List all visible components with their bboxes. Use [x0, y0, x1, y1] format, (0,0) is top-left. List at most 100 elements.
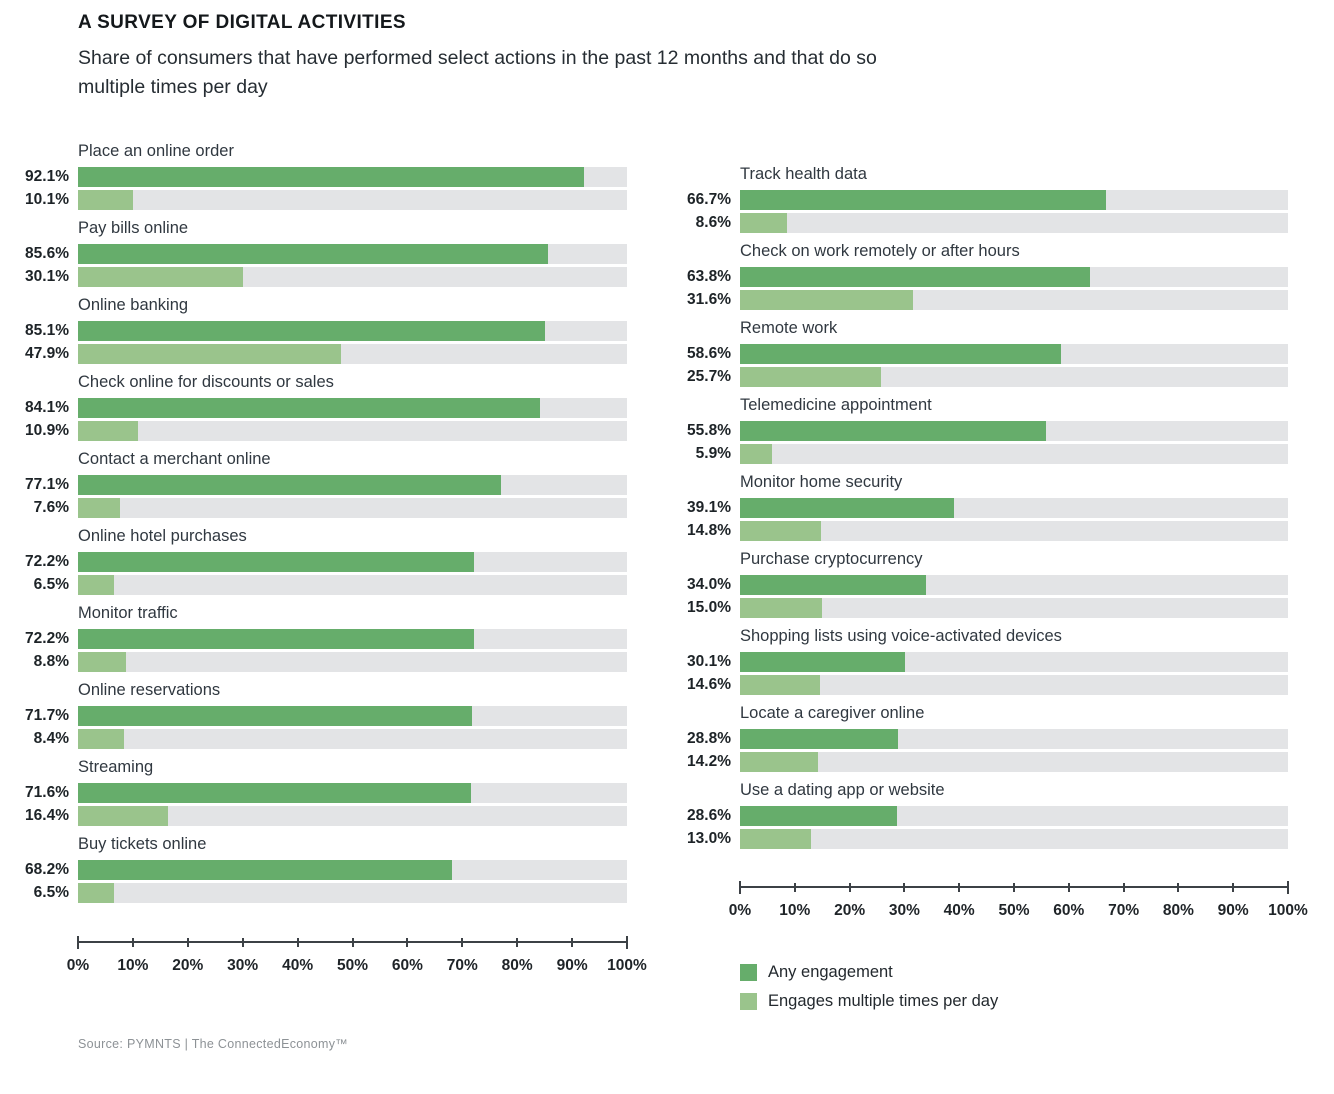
bar-fill-any-engagement — [740, 806, 897, 826]
bar-fill-multiple-times — [78, 883, 114, 903]
activity-item: Check online for discounts or sales 84.1%… — [10, 371, 627, 441]
axis-tick-label: 100% — [1268, 902, 1308, 919]
value-label: 6.5% — [33, 576, 69, 593]
bar-track — [78, 190, 627, 210]
bar-track — [740, 290, 1288, 310]
activity-item: Place an online order 92.1% 10.1% — [10, 140, 627, 210]
value-label: 58.6% — [687, 345, 731, 362]
axis-tick — [1287, 881, 1289, 894]
bar-fill-any-engagement — [78, 552, 475, 572]
bar-track — [78, 552, 627, 572]
right-x-axis: 0% 10% 20% 30% 40% 50% 60% 70% 80% 90% 100% — [729, 881, 1308, 928]
axis-tick — [131, 938, 134, 947]
bar-track — [740, 190, 1288, 210]
activity-item: Online hotel purchases 72.2% 6.5% — [10, 525, 627, 595]
axis-tick-label: 90% — [556, 957, 588, 974]
activity-label: Check online for discounts or sales — [78, 373, 334, 391]
bar-fill-any-engagement — [740, 421, 1046, 441]
bar-fill-any-engagement — [78, 167, 584, 187]
activity-label: Monitor traffic — [78, 604, 178, 622]
axis-tick-label: 70% — [1108, 902, 1140, 919]
any-engagement-bar-row: 77.1% — [10, 475, 627, 495]
any-engagement-bar-row: 72.2% — [10, 552, 627, 572]
any-engagement-swatch-icon — [740, 963, 757, 981]
value-label: 84.1% — [25, 399, 69, 416]
bar-track — [740, 652, 1288, 672]
axis-tick — [1013, 883, 1015, 892]
bar-fill-multiple-times — [78, 267, 244, 287]
activity-label: Use a dating app or website — [740, 781, 945, 799]
activity-label: Pay bills online — [78, 219, 189, 237]
chart-subtitle: Share of consumers that have performed s… — [78, 47, 877, 98]
multiple-times-bar-row: 8.6% — [676, 213, 1288, 233]
bar-track — [78, 167, 627, 187]
activity-label: Telemedicine appointment — [740, 396, 932, 414]
bar-fill-multiple-times — [78, 344, 341, 364]
bar-fill-any-engagement — [78, 706, 472, 726]
bar-fill-multiple-times — [740, 213, 788, 233]
bar-fill-any-engagement — [78, 244, 548, 264]
any-engagement-bar-row: 66.7% — [676, 190, 1288, 210]
chart-header: A SURVEY OF DIGITAL ACTIVITIES Share of … — [78, 12, 918, 102]
axis-tick-label: 20% — [834, 902, 866, 919]
value-label: 14.8% — [687, 522, 731, 539]
multiple-times-bar-row: 14.8% — [676, 521, 1288, 541]
bar-track — [740, 598, 1288, 618]
activity-item: Online reservations 71.7% 8.4% — [10, 679, 627, 749]
any-engagement-bar-row: 30.1% — [676, 652, 1288, 672]
bar-fill-any-engagement — [78, 860, 453, 880]
bar-track — [740, 675, 1288, 695]
value-label: 6.5% — [33, 884, 69, 901]
activity-item: Pay bills online 85.6% 30.1% — [10, 217, 627, 287]
bar-track — [740, 367, 1288, 387]
value-label: 47.9% — [25, 345, 69, 362]
activity-item: Streaming 71.6% 16.4% — [10, 756, 627, 826]
value-label: 25.7% — [687, 368, 731, 385]
bar-fill-multiple-times — [78, 421, 138, 441]
multiple-times-bar-row: 13.0% — [676, 829, 1288, 849]
bar-fill-multiple-times — [740, 675, 820, 695]
bar-track — [78, 729, 627, 749]
multiple-times-swatch-icon — [740, 992, 757, 1010]
any-engagement-bar-row: 71.7% — [10, 706, 627, 726]
bar-fill-any-engagement — [78, 783, 472, 803]
axis-tick-label: 80% — [501, 957, 533, 974]
left-bar-panel: Place an online order 92.1% 10.1% Pay bills… — [10, 140, 627, 910]
bar-track — [78, 575, 627, 595]
any-engagement-bar-row: 39.1% — [676, 498, 1288, 518]
axis-tick — [793, 883, 796, 892]
value-label: 71.7% — [25, 707, 69, 724]
multiple-times-bar-row: 8.8% — [10, 652, 627, 672]
bar-track — [740, 729, 1288, 749]
axis-tick — [1067, 883, 1070, 892]
activity-label: Check on work remotely or after hours — [740, 242, 1020, 260]
value-label: 28.6% — [687, 807, 731, 824]
multiple-times-bar-row: 47.9% — [10, 344, 627, 364]
axis-tick-label: 20% — [172, 957, 204, 974]
bar-fill-multiple-times — [78, 190, 134, 210]
bar-fill-multiple-times — [78, 498, 120, 518]
activity-label: Shopping lists using voice-activated dev… — [740, 627, 1062, 645]
value-label: 34.0% — [687, 576, 731, 593]
axis-tick — [296, 938, 299, 947]
bar-fill-any-engagement — [78, 398, 540, 418]
multiple-times-bar-row: 5.9% — [676, 444, 1288, 464]
axis-tick — [626, 936, 628, 949]
axis-tick-label: 50% — [998, 902, 1030, 919]
axis-tick — [461, 938, 464, 947]
legend: Any engagement Engages multiple times pe… — [740, 961, 998, 1019]
multiple-times-bar-row: 14.2% — [676, 752, 1288, 772]
legend-label: Any engagement — [768, 962, 893, 981]
axis-tick-label: 90% — [1217, 902, 1249, 919]
value-label: 5.9% — [695, 445, 731, 462]
any-engagement-bar-row: 72.2% — [10, 629, 627, 649]
bar-fill-any-engagement — [740, 575, 927, 595]
bar-track — [78, 652, 627, 672]
multiple-times-bar-row: 10.1% — [10, 190, 627, 210]
value-label: 30.1% — [687, 653, 731, 670]
bar-track — [78, 244, 627, 264]
bar-track — [78, 860, 627, 880]
value-label: 16.4% — [25, 807, 69, 824]
axis-tick-label: 30% — [888, 902, 920, 919]
